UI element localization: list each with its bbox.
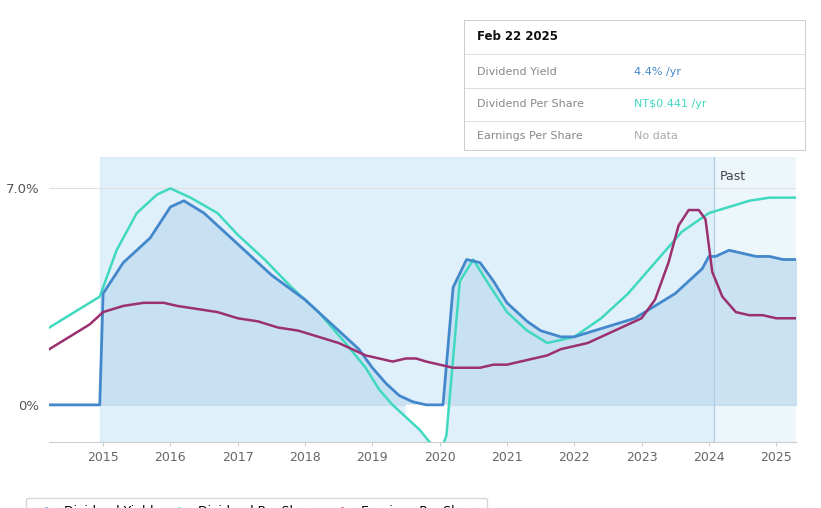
Bar bbox=[714, 157, 821, 442]
Text: Past: Past bbox=[720, 170, 745, 183]
Text: Dividend Yield: Dividend Yield bbox=[478, 67, 557, 77]
Text: 4.4% /yr: 4.4% /yr bbox=[635, 67, 681, 77]
Text: NT$0.441 /yr: NT$0.441 /yr bbox=[635, 99, 707, 109]
Text: Dividend Per Share: Dividend Per Share bbox=[478, 99, 585, 109]
Text: Feb 22 2025: Feb 22 2025 bbox=[478, 30, 558, 43]
Legend: Dividend Yield, Dividend Per Share, Earnings Per Share: Dividend Yield, Dividend Per Share, Earn… bbox=[25, 498, 487, 508]
Text: Earnings Per Share: Earnings Per Share bbox=[478, 131, 583, 141]
Bar bbox=[99, 157, 714, 442]
Text: No data: No data bbox=[635, 131, 678, 141]
